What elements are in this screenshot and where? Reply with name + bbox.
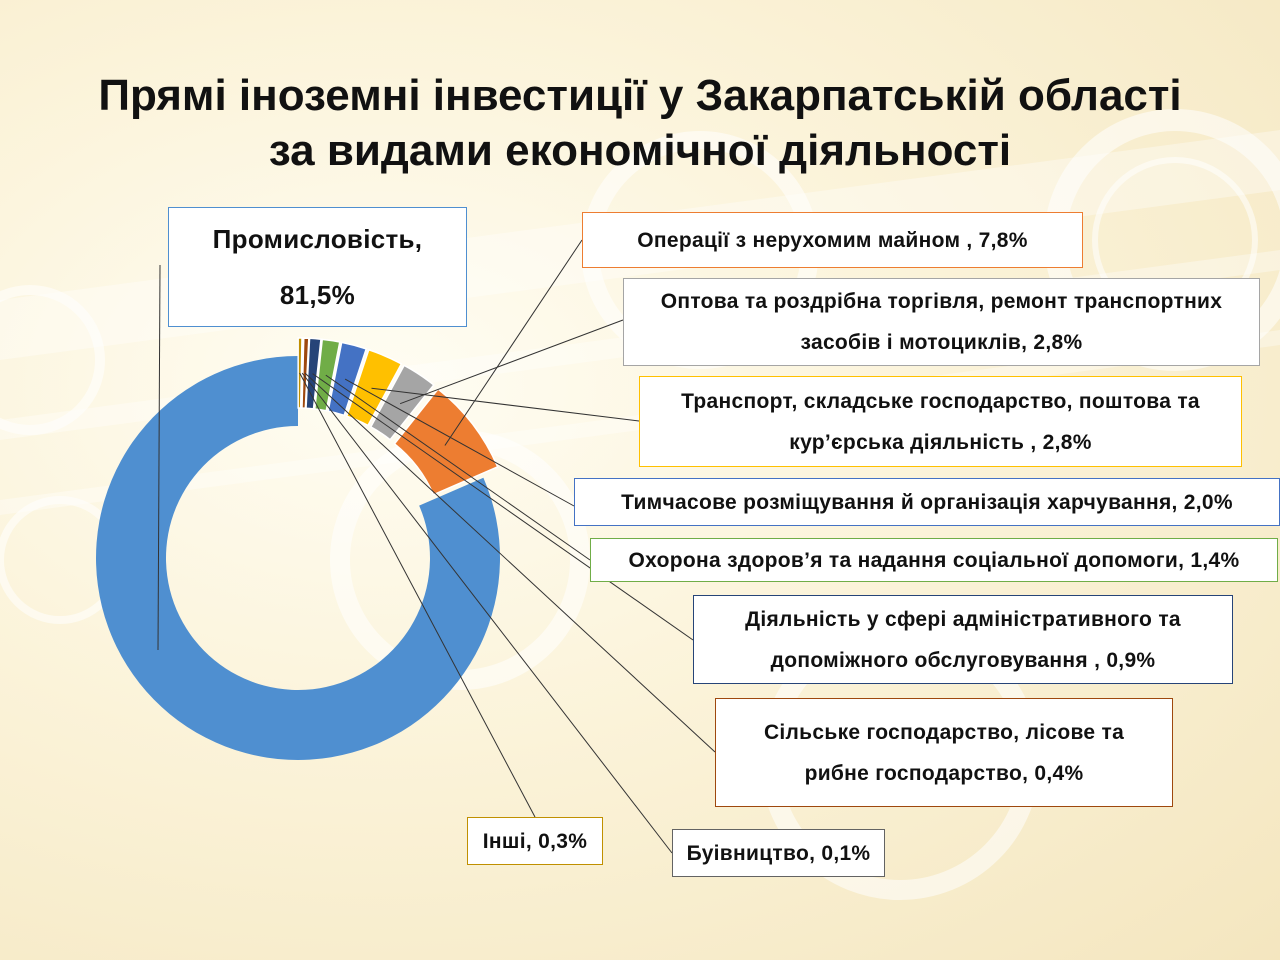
data-label-line: Діяльність у сфері адміністративного та — [745, 607, 1181, 631]
data-label: Промисловість, 81,5% — [168, 207, 467, 327]
data-label-line: засобів і мотоциклів, 2,8% — [800, 331, 1083, 354]
data-label-line: Охорона здоров’я та надання соціальної д… — [628, 548, 1240, 572]
doughnut-slice — [313, 338, 341, 412]
chart-title-line-1: Прямі іноземні інвестиції у Закарпатські… — [98, 71, 1182, 120]
data-label-line: Операції з нерухомим майном , 7,8% — [637, 228, 1028, 252]
data-label-line: 81,5% — [279, 280, 356, 310]
chart-title-line-2: за видами економічної діяльності — [268, 126, 1012, 175]
data-label-line: Промисловість, — [212, 224, 423, 254]
doughnut-slice — [327, 341, 368, 417]
leader-line — [301, 372, 673, 854]
data-label-line: кур’єрська діяльність , 2,8% — [789, 430, 1092, 454]
data-label-line: Сільське господарство, лісове та — [763, 720, 1125, 744]
data-label: Операції з нерухомим майном , 7,8% — [582, 212, 1083, 268]
data-label: Інші, 0,3% — [467, 817, 603, 865]
leader-line — [399, 319, 624, 405]
doughnut-slice — [96, 356, 501, 760]
data-label: Тимчасове розміщування й організація хар… — [574, 478, 1280, 526]
data-label-line: Інші, 0,3% — [482, 829, 588, 853]
leader-line — [312, 373, 694, 641]
data-label-line: допоміжного обслуговування , 0,9% — [770, 648, 1156, 672]
data-label: Оптова та роздрібна торгівля, ремонт тра… — [623, 278, 1260, 366]
data-label: Охорона здоров’я та надання соціальної д… — [590, 538, 1278, 582]
data-label-line: Оптова та роздрібна торгівля, ремонт тра… — [660, 290, 1223, 313]
leader-line — [157, 264, 161, 651]
data-label: Буівництво, 0,1% — [672, 829, 885, 877]
leader-line — [304, 372, 716, 753]
chart-title: Прямі іноземні інвестиції у Закарпатські… — [0, 68, 1280, 178]
leader-line — [325, 374, 591, 561]
leader-line — [371, 387, 640, 422]
leader-line — [299, 372, 536, 818]
leader-line — [344, 378, 575, 507]
doughnut-slice — [345, 348, 403, 427]
data-label: Діяльність у сфері адміністративного та д… — [693, 595, 1233, 684]
data-label-line: Тимчасове розміщування й організація хар… — [621, 490, 1233, 514]
data-label-line: рибне господарство, 0,4% — [804, 761, 1084, 785]
data-label: Транспорт, складське господарство, пошто… — [639, 376, 1242, 467]
data-label-line: Буівництво, 0,1% — [686, 841, 871, 865]
leader-line — [444, 239, 583, 446]
data-label: Сільське господарство, лісове та рибне го… — [715, 698, 1173, 807]
data-label-line: Транспорт, складське господарство, пошто… — [681, 389, 1200, 413]
